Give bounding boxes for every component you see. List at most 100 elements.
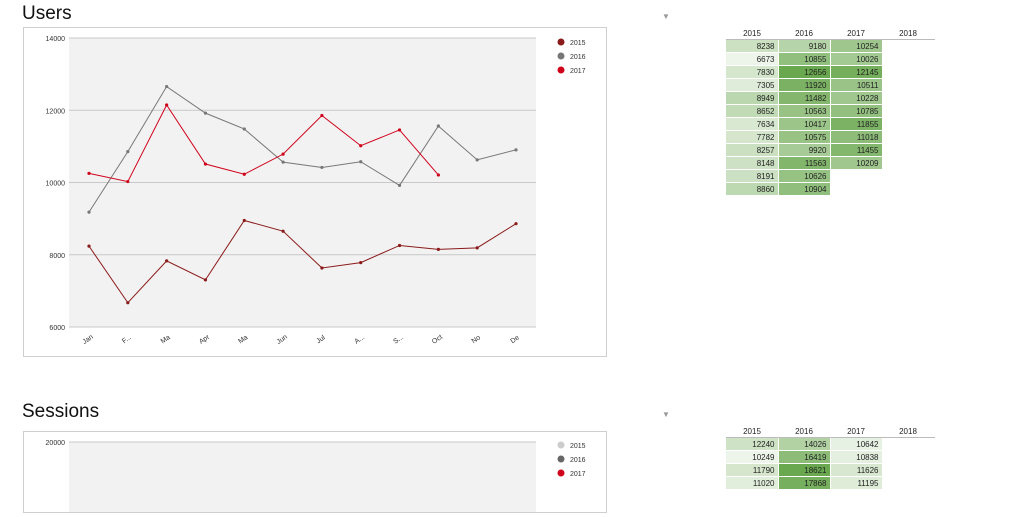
table-cell	[830, 169, 883, 183]
data-point-2016	[203, 111, 208, 115]
table-row: 8257 9920 11455	[726, 143, 935, 157]
table-cell: 9920	[778, 143, 831, 157]
x-tick-label: A...	[354, 334, 367, 346]
table-cell: 7634	[726, 117, 779, 131]
table-cell: 8148	[726, 156, 779, 170]
plot-area	[69, 442, 536, 512]
table-row: 7782 10575 11018	[726, 130, 935, 144]
column-header: 2018	[882, 27, 934, 40]
data-point-2016	[281, 160, 285, 164]
table-cell: 10511	[830, 78, 883, 92]
data-point-2016	[514, 148, 518, 152]
legend-label-2015: 2015	[570, 443, 586, 450]
data-point-2016	[87, 210, 91, 214]
x-tick-label: F...	[121, 334, 133, 345]
table-cell: 14026	[778, 437, 831, 451]
data-point-2017	[359, 144, 363, 148]
table-row: 11020 17868 11195	[726, 476, 935, 490]
series-line-2016	[88, 85, 517, 213]
data-point-2017	[165, 103, 169, 107]
x-tick-label: S...	[392, 334, 405, 346]
table-cell: 9180	[778, 39, 831, 53]
table-cell: 11455	[830, 143, 883, 157]
data-point-2017	[320, 113, 324, 118]
sessions-dropdown-caret-icon[interactable]: ▼	[662, 410, 670, 419]
data-point-2015	[242, 218, 246, 223]
sessions-chart: 20000 2015 2016 2017	[23, 431, 607, 513]
table-cell: 10838	[830, 450, 883, 464]
table-cell	[882, 156, 935, 170]
x-tick-label: De	[509, 334, 520, 345]
data-point-2016	[397, 183, 402, 187]
table-cell: 10209	[830, 156, 883, 170]
table-cell	[882, 130, 935, 144]
table-row: 7305 11920 10511	[726, 78, 935, 92]
y-tick-label: 20000	[46, 440, 66, 447]
table-cell: 8652	[726, 104, 779, 118]
data-point-2015	[320, 266, 324, 270]
legend-label-2015: 2015	[570, 40, 586, 47]
users-dropdown-caret-icon[interactable]: ▼	[662, 12, 670, 21]
table-row: 8238 9180 10254	[726, 39, 935, 53]
table-cell: 6673	[726, 52, 779, 66]
x-tick-label: Oct	[431, 334, 444, 346]
x-tick-label: Jun	[276, 334, 289, 346]
table-cell: 11563	[778, 156, 831, 170]
legend-marker-2016	[557, 455, 565, 463]
column-header: 2016	[778, 27, 830, 40]
data-point-2015	[397, 243, 402, 248]
table-row: 8191 10626	[726, 169, 935, 183]
table-row: 11790 18621 11626	[726, 463, 935, 477]
table-cell: 10575	[778, 130, 831, 144]
data-point-2015	[203, 278, 208, 282]
table-cell: 12656	[778, 65, 831, 79]
y-tick-label: 6000	[49, 325, 65, 332]
data-point-2016	[359, 160, 363, 164]
table-cell: 12240	[726, 437, 779, 451]
table-row: 12240 14026 10642	[726, 437, 935, 451]
table-cell: 8257	[726, 143, 779, 157]
table-cell	[882, 463, 935, 477]
data-point-2016	[320, 165, 324, 170]
data-point-2017	[126, 179, 130, 184]
table-cell: 7782	[726, 130, 779, 144]
data-point-2016	[475, 158, 479, 162]
users-table: 2015 2016 2017 2018 8238 9180 10254 6673 10855 10…	[726, 27, 935, 196]
table-cell: 10563	[778, 104, 831, 118]
table-cell: 10855	[778, 52, 831, 66]
table-cell: 11855	[830, 117, 883, 131]
data-point-2015	[165, 259, 169, 263]
table-cell: 10642	[830, 437, 883, 451]
series-line-2015	[88, 219, 517, 304]
column-header: 2016	[778, 425, 830, 438]
table-cell	[882, 143, 935, 157]
data-point-2016	[242, 127, 246, 131]
legend-marker-2017	[557, 66, 565, 74]
table-cell: 8860	[726, 182, 779, 196]
y-tick-label: 10000	[46, 181, 66, 188]
data-point-2017	[242, 172, 246, 176]
table-cell	[882, 182, 935, 196]
table-row: 7634 10417 11855	[726, 117, 935, 131]
table-cell: 10626	[778, 169, 831, 183]
table-cell: 10228	[830, 91, 883, 105]
table-cell	[882, 169, 935, 183]
x-tick-label: No	[471, 334, 482, 345]
table-cell	[882, 91, 935, 105]
data-point-2015	[87, 244, 91, 248]
users-title: Users	[22, 3, 72, 24]
table-cell	[830, 182, 883, 196]
data-point-2016	[165, 84, 169, 89]
table-cell: 7830	[726, 65, 779, 79]
data-point-2015	[514, 222, 518, 226]
table-row: 8949 11482 10228	[726, 91, 935, 105]
sessions-title: Sessions	[22, 401, 100, 422]
x-tick-label: Jul	[315, 334, 327, 345]
data-point-2015	[281, 229, 285, 233]
data-point-2017	[436, 173, 440, 177]
table-cell: 11626	[830, 463, 883, 477]
table-cell: 10026	[830, 52, 883, 66]
table-cell: 8238	[726, 39, 779, 53]
column-header: 2017	[830, 27, 882, 40]
users-chart: 6000 8000 10000 12000 14000 Jan F... Ma Apr Ma Jun…	[23, 27, 607, 357]
